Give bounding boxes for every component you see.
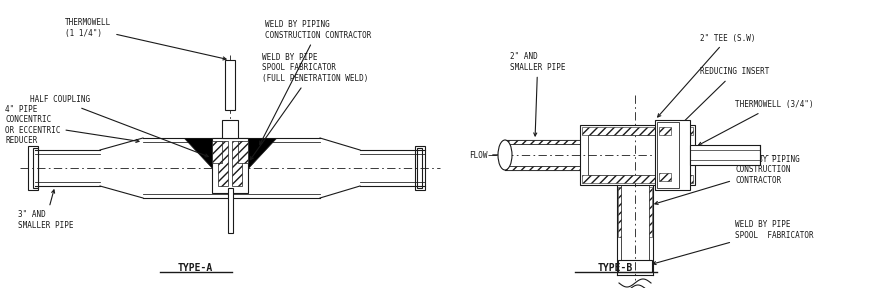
Bar <box>415 146 425 190</box>
Bar <box>228 188 232 233</box>
Text: 4" PIPE
CONCENTRIC
OR ECCENTRIC
REDUCER: 4" PIPE CONCENTRIC OR ECCENTRIC REDUCER <box>5 105 139 145</box>
Text: 2" AND
SMALLER PIPE: 2" AND SMALLER PIPE <box>510 52 565 136</box>
Bar <box>232 141 242 186</box>
Text: WELD BY PIPE
SPOOL FABRICATOR
(FULL PENETRATION WELD): WELD BY PIPE SPOOL FABRICATOR (FULL PENE… <box>250 53 369 160</box>
Bar <box>238 141 248 163</box>
Bar <box>222 120 238 138</box>
Text: HALF COUPLING: HALF COUPLING <box>30 96 208 157</box>
Text: WELD BY PIPE
SPOOL  FABRICATOR: WELD BY PIPE SPOOL FABRICATOR <box>653 220 814 265</box>
Bar <box>218 141 228 186</box>
Text: WELD BY PIPING
CONSTRUCTION
CONTRACTOR: WELD BY PIPING CONSTRUCTION CONTRACTOR <box>655 155 800 204</box>
Bar <box>582 175 693 183</box>
Bar <box>225 60 235 110</box>
Bar <box>588 135 687 175</box>
Text: 2" TEE (S.W): 2" TEE (S.W) <box>657 33 755 117</box>
Bar <box>28 146 38 190</box>
Bar <box>657 122 679 188</box>
Bar <box>659 127 671 135</box>
Bar <box>417 148 422 188</box>
Bar <box>659 173 671 181</box>
Bar <box>212 138 248 193</box>
Polygon shape <box>248 138 276 168</box>
Text: TYPE-A: TYPE-A <box>178 263 213 273</box>
Bar <box>507 140 625 144</box>
Text: TYPE-B: TYPE-B <box>597 263 632 273</box>
Text: 3" AND
SMALLER PIPE: 3" AND SMALLER PIPE <box>18 190 73 230</box>
Bar <box>33 148 38 188</box>
Bar <box>618 187 621 237</box>
Bar <box>507 166 625 170</box>
Text: WELD BY PIPING
CONSTRUCTION CONTRACTOR: WELD BY PIPING CONSTRUCTION CONTRACTOR <box>260 20 371 144</box>
Bar <box>655 120 690 190</box>
Text: THERMOWELL (3/4"): THERMOWELL (3/4") <box>698 101 814 145</box>
Text: THERMOWELL
(1 1/4"): THERMOWELL (1 1/4") <box>65 18 226 60</box>
Ellipse shape <box>498 140 512 170</box>
Bar <box>690 145 760 165</box>
Text: FLOW: FLOW <box>470 151 488 160</box>
Polygon shape <box>184 138 212 168</box>
Bar <box>212 141 222 163</box>
Text: REDUCING INSERT: REDUCING INSERT <box>673 67 770 132</box>
Bar <box>580 125 695 185</box>
Bar <box>649 187 652 237</box>
Bar <box>582 127 693 135</box>
Bar <box>618 260 652 272</box>
